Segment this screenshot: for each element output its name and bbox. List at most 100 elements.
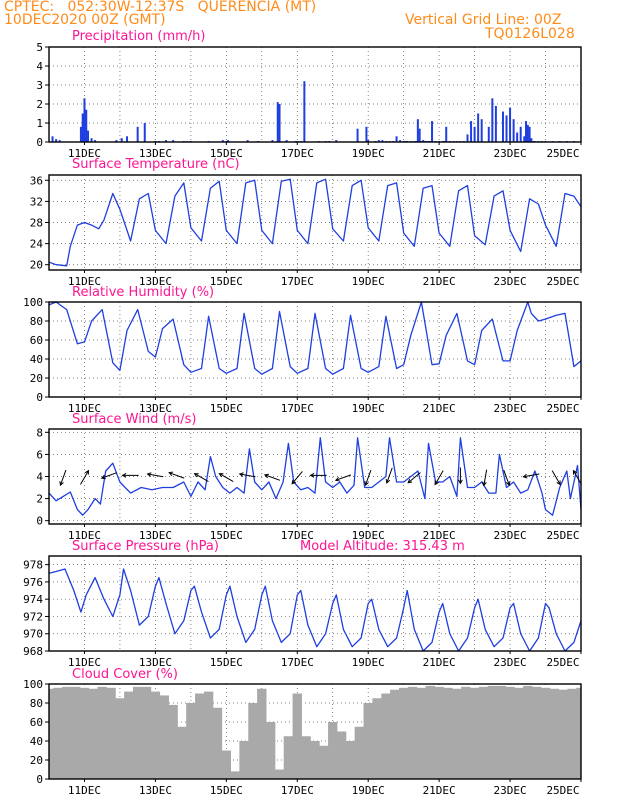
- x-tick-label: 21DEC: [423, 275, 456, 288]
- wind-direction-arrow: [193, 473, 209, 483]
- y-tick-label: 0: [36, 391, 43, 404]
- y-tick-label: 60: [30, 334, 43, 347]
- y-tick-label: 972: [23, 610, 43, 623]
- wind-direction-arrow: [522, 473, 540, 479]
- cloud-cover-bar: [53, 687, 63, 779]
- x-tick-label: 15DEC: [210, 784, 243, 797]
- y-tick-label: 976: [23, 576, 43, 589]
- arrow-shaft: [335, 474, 352, 481]
- precip-bar: [395, 136, 398, 142]
- cloud-cover-bar: [531, 686, 542, 779]
- cloud-cover-bar: [478, 686, 489, 779]
- precip-bar: [227, 140, 230, 142]
- precip-bar: [83, 98, 86, 142]
- panel-temp: Surface Temperature (nC) 20 24 28 32 36 11DEC 1…: [30, 157, 582, 288]
- cloud-cover-bar: [576, 687, 581, 779]
- panel-title: Surface Temperature (nC): [72, 157, 240, 172]
- precip-bar: [285, 140, 288, 142]
- wind-direction-arrow: [458, 467, 463, 485]
- arrow-head: [458, 479, 463, 485]
- y-tick-label: 80: [30, 315, 43, 328]
- cloud-cover-bar: [257, 688, 267, 779]
- cloud-cover-bar: [336, 731, 347, 779]
- precip-bar: [501, 111, 504, 142]
- precip-bar: [271, 140, 274, 142]
- cloud-cover-bar: [487, 685, 498, 779]
- precip-bar: [81, 113, 84, 142]
- cloud-cover-bar: [354, 726, 365, 779]
- x-tick-label: 23DEC: [494, 656, 527, 669]
- cloud-cover-bar: [549, 688, 560, 779]
- precip-bar: [418, 128, 421, 142]
- panel-wind: Surface Wind (m/s) 0 2 4 6 8 11DEC 13DEC 15DEC 17…: [36, 412, 582, 542]
- precip-bar: [377, 140, 380, 142]
- rh-series-line: [48, 301, 582, 375]
- precip-bar: [246, 140, 249, 142]
- arrow-shaft: [239, 473, 256, 478]
- wind-direction-arrow: [334, 474, 352, 482]
- precip-bar: [356, 128, 359, 142]
- cloud-cover-bar: [97, 686, 107, 779]
- panel-title: Surface Pressure (hPa): [72, 539, 219, 554]
- arrow-shaft: [503, 469, 510, 486]
- cloud-cover-bar: [124, 691, 134, 779]
- panel-press: Surface Pressure (hPa) Model Altitude: 31…: [23, 539, 582, 669]
- cloud-cover-bar: [407, 686, 418, 779]
- precip-bar: [445, 126, 448, 142]
- y-tick-label: 974: [23, 593, 43, 606]
- arrow-shaft: [264, 474, 281, 481]
- precip-bar: [494, 105, 497, 142]
- x-tick-label: 17DEC: [281, 656, 314, 669]
- x-tick-label: 13DEC: [139, 147, 172, 160]
- wind-direction-arrow: [572, 469, 582, 485]
- arrow-head: [218, 473, 224, 478]
- precip-bar: [58, 140, 61, 142]
- cloud-cover-bar: [381, 693, 391, 779]
- arrow-head: [309, 473, 315, 478]
- cloud-cover-bar: [265, 722, 276, 779]
- cloud-cover-bar: [416, 687, 427, 779]
- cloud-cover-bar: [496, 685, 506, 779]
- y-tick-label: 968: [23, 645, 43, 658]
- x-tick-label: 11DEC: [68, 784, 101, 797]
- precip-bar: [487, 126, 490, 142]
- arrow-shaft: [551, 470, 561, 485]
- arrow-head: [168, 471, 174, 476]
- wind-direction-arrow: [59, 469, 67, 487]
- y-tick-label: 0: [36, 136, 43, 149]
- cloud-cover-bar: [328, 722, 338, 779]
- arrow-shaft: [523, 473, 540, 478]
- precip-bar: [470, 121, 473, 142]
- x-tick-label: 21DEC: [423, 784, 456, 797]
- y-tick-label: 20: [30, 754, 43, 767]
- y-tick-label: 40: [30, 735, 43, 748]
- precip-bar: [505, 115, 508, 142]
- cloud-cover-bar: [558, 689, 568, 779]
- wind-direction-arrow: [364, 469, 372, 487]
- x-tick-label: 17DEC: [281, 275, 314, 288]
- cloud-cover-bar: [283, 736, 294, 779]
- y-tick-label: 3: [36, 79, 43, 92]
- x-tick-label: 21DEC: [423, 402, 456, 415]
- y-tick-label: 32: [30, 195, 43, 208]
- arrow-shaft: [101, 472, 117, 479]
- precip-bar: [523, 136, 526, 142]
- precip-bar: [276, 102, 279, 142]
- cloud-cover-bar: [168, 704, 178, 779]
- cloud-cover-bar: [203, 691, 214, 779]
- wind-direction-arrow: [407, 472, 421, 484]
- y-tick-label: 0: [36, 515, 43, 528]
- arrow-shaft: [573, 470, 582, 485]
- precip-bar: [335, 140, 338, 142]
- x-tick-label: 25DEC: [546, 275, 579, 288]
- x-tick-label: 19DEC: [352, 656, 385, 669]
- precip-bar: [491, 98, 494, 142]
- precip-bar: [87, 130, 90, 142]
- arrow-head: [385, 478, 391, 484]
- precip-bar: [466, 134, 469, 142]
- panel-title: Surface Wind (m/s): [72, 412, 196, 427]
- cloud-cover-bar: [274, 769, 285, 779]
- precip-bar: [303, 81, 306, 142]
- cloud-cover-bar: [79, 687, 90, 779]
